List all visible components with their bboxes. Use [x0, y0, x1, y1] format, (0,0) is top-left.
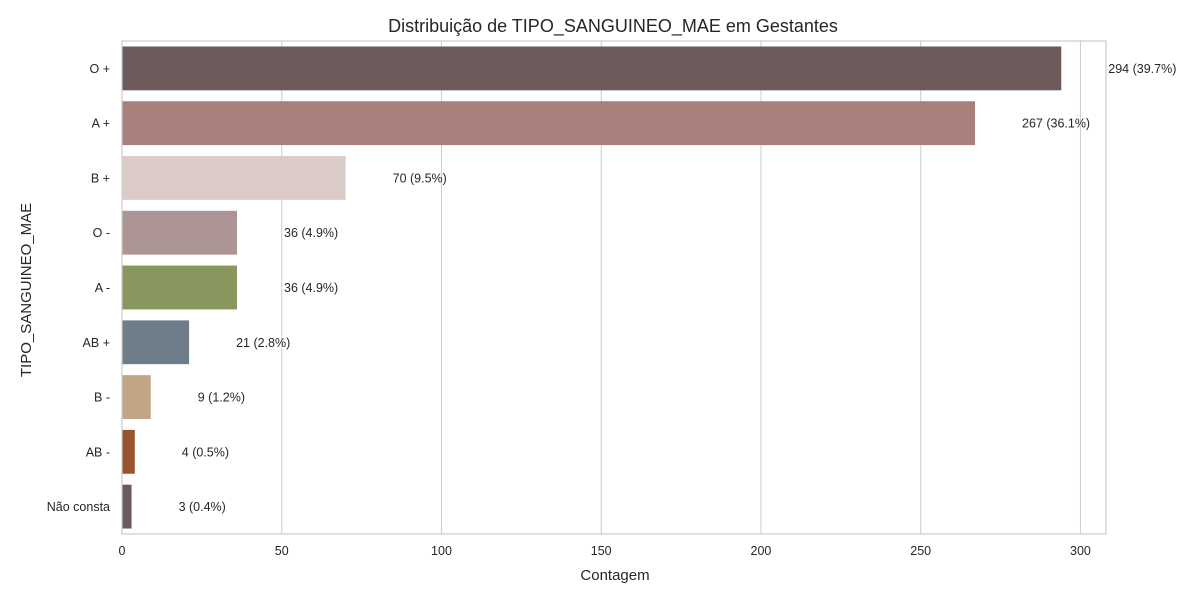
- x-tick-label-1: 50: [275, 544, 289, 558]
- x-tick-label-5: 250: [910, 544, 931, 558]
- data-label-4: 36 (4.9%): [284, 281, 338, 295]
- data-label-0: 294 (39.7%): [1108, 62, 1176, 76]
- y-tick-label-4: A -: [95, 281, 110, 295]
- bar-5: [122, 320, 190, 365]
- data-label-5: 21 (2.8%): [236, 336, 290, 350]
- data-label-2: 70 (9.5%): [393, 171, 447, 185]
- x-tick-label-3: 150: [591, 544, 612, 558]
- data-label-8: 3 (0.4%): [179, 500, 226, 514]
- y-tick-label-8: Não consta: [47, 500, 110, 514]
- data-label-6: 9 (1.2%): [198, 391, 245, 405]
- plot-frame: [121, 40, 1107, 535]
- x-tick-label-2: 100: [431, 544, 452, 558]
- x-tick-label-0: 0: [119, 544, 126, 558]
- bar-7: [122, 429, 135, 474]
- y-tick-label-7: AB -: [86, 445, 110, 459]
- data-label-7: 4 (0.5%): [182, 445, 229, 459]
- bar-1: [122, 101, 976, 146]
- bar-6: [122, 375, 151, 419]
- y-axis-label: TIPO_SANGUINEO_MAE: [18, 203, 35, 377]
- bar-2: [122, 156, 346, 200]
- data-label-3: 36 (4.9%): [284, 226, 338, 240]
- chart-title: Distribuição de TIPO_SANGUINEO_MAE em Ge…: [388, 16, 838, 37]
- bar-3: [122, 210, 238, 255]
- y-tick-label-6: B -: [94, 391, 110, 405]
- y-tick-label-2: B +: [91, 171, 110, 185]
- x-axis-label: Contagem: [580, 567, 649, 584]
- data-label-1: 267 (36.1%): [1022, 117, 1090, 131]
- bar-8: [122, 484, 132, 529]
- plot-area: 294 (39.7%) O + 267 (36.1%) A + 70 (9.5%) B +…: [47, 40, 1176, 558]
- y-tick-label-5: AB +: [83, 336, 110, 350]
- y-tick-label-1: A +: [92, 117, 110, 131]
- y-tick-label-0: O +: [90, 62, 111, 76]
- y-tick-label-3: O -: [93, 226, 110, 240]
- x-tick-label-6: 300: [1070, 544, 1091, 558]
- bar-4: [122, 265, 238, 310]
- x-tick-label-4: 200: [751, 544, 772, 558]
- bar-0: [122, 46, 1062, 91]
